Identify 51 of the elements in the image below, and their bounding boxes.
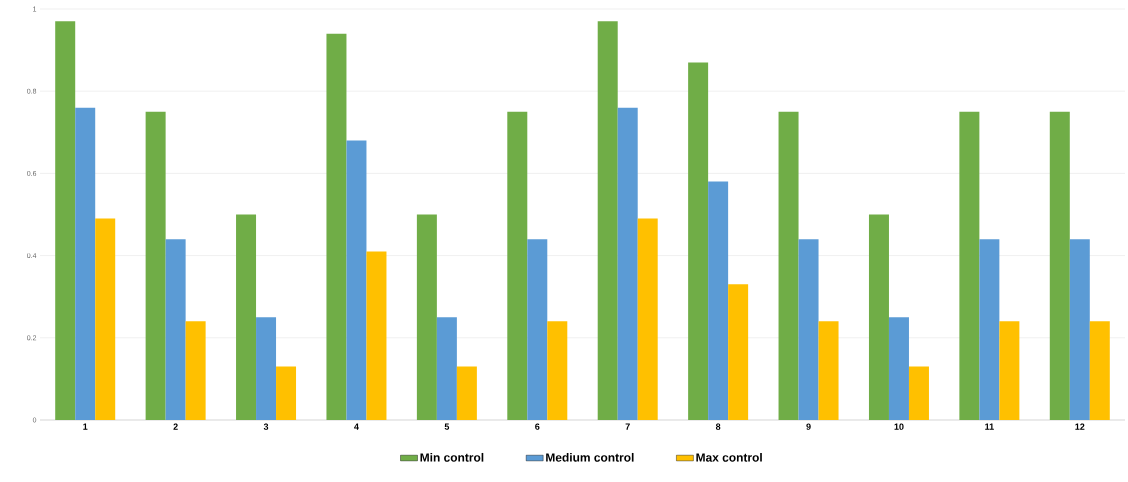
bar	[366, 251, 387, 420]
bar	[256, 317, 277, 420]
x-tick-label: 4	[354, 423, 359, 430]
bar	[276, 366, 297, 420]
bar	[868, 214, 889, 420]
bar	[597, 21, 618, 420]
legend-label: Min control	[420, 452, 484, 462]
x-tick-label: 3	[263, 423, 269, 430]
bar	[818, 321, 839, 420]
bar	[908, 366, 929, 420]
bar	[888, 317, 909, 420]
bar	[1089, 321, 1110, 420]
x-tick-label: 8	[715, 423, 721, 430]
bar	[185, 321, 206, 420]
bar	[999, 321, 1020, 420]
bar	[979, 239, 1000, 420]
x-tick-label: 9	[806, 423, 811, 430]
bar	[507, 111, 528, 420]
bar	[165, 239, 186, 420]
x-tick-label: 6	[535, 423, 540, 430]
bar	[527, 239, 548, 420]
bar	[688, 62, 709, 420]
bar	[959, 111, 980, 420]
x-tick-label: 2	[173, 423, 178, 430]
x-tick-label: 11	[985, 423, 994, 430]
bar	[617, 107, 638, 420]
bar	[708, 181, 729, 420]
bar	[346, 140, 367, 420]
bar	[75, 107, 96, 420]
bar	[547, 321, 568, 420]
legend-label: Max control	[696, 452, 762, 462]
bar	[728, 284, 749, 420]
legend-label: Medium control	[546, 452, 634, 462]
bar	[1069, 239, 1090, 420]
bar	[95, 218, 116, 420]
x-tick-label: 7	[625, 423, 630, 430]
bar	[236, 214, 257, 420]
bar	[436, 317, 457, 420]
x-tick-label: 12	[1075, 423, 1085, 430]
bar	[145, 111, 166, 420]
bar	[416, 214, 437, 420]
bar	[637, 218, 658, 420]
bar	[55, 21, 76, 420]
bar	[456, 366, 477, 420]
x-tick-label: 10	[894, 423, 904, 430]
bar	[798, 239, 819, 420]
x-tick-label: 5	[444, 423, 450, 430]
bar	[1049, 111, 1070, 420]
bar	[778, 111, 799, 420]
bar	[326, 33, 347, 420]
x-tick-label: 1	[83, 423, 88, 430]
